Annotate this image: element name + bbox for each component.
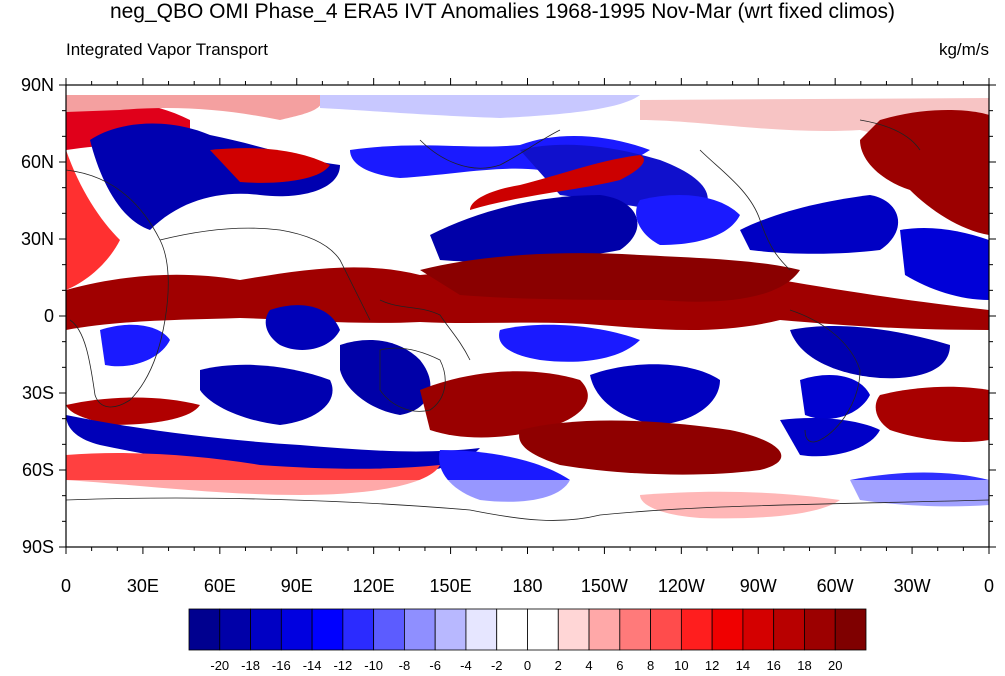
y-tick-label: 60S bbox=[22, 460, 54, 480]
colorbar-label: -8 bbox=[399, 658, 411, 673]
variable-subtitle: Integrated Vapor Transport bbox=[66, 40, 268, 59]
anomaly-region bbox=[320, 95, 640, 118]
anomaly-region bbox=[66, 415, 480, 479]
anomaly-region bbox=[519, 420, 782, 475]
x-tick-label: 120E bbox=[353, 576, 395, 596]
colorbar-label: 10 bbox=[674, 658, 688, 673]
colorbar-swatch bbox=[650, 608, 682, 651]
colorbar-label: 18 bbox=[797, 658, 811, 673]
colorbar-swatch bbox=[619, 608, 651, 651]
y-tick-label: 90N bbox=[21, 75, 54, 95]
colorbar-label: -4 bbox=[460, 658, 472, 673]
colorbar-swatch bbox=[804, 608, 836, 651]
colorbar-swatch bbox=[342, 608, 375, 651]
colorbar-swatch bbox=[311, 608, 344, 651]
anomaly-region bbox=[800, 375, 870, 419]
colorbar-label: -18 bbox=[241, 658, 260, 673]
colorbar-label: -2 bbox=[491, 658, 503, 673]
colorbar: -20 -18 -16 -14 -12 -10 -8 -6 -4 -2 0 2 4 6 8 10 12 14 16 1… bbox=[188, 608, 867, 673]
colorbar-label: -10 bbox=[364, 658, 383, 673]
x-tick-label: 150E bbox=[430, 576, 472, 596]
colorbar-swatch bbox=[404, 608, 436, 651]
anomaly-region bbox=[66, 150, 120, 290]
colorbar-swatch bbox=[557, 608, 590, 651]
anomaly-region bbox=[200, 364, 333, 425]
colorbar-label: 14 bbox=[736, 658, 750, 673]
colorbar-label: 12 bbox=[705, 658, 719, 673]
colorbar-swatch bbox=[373, 608, 405, 651]
colorbar-label: 8 bbox=[647, 658, 654, 673]
colorbar-swatch bbox=[250, 608, 282, 651]
colorbar-swatch bbox=[219, 608, 251, 651]
colorbar-label: 4 bbox=[585, 658, 592, 673]
x-tick-label: 30W bbox=[894, 576, 931, 596]
colorbar-swatch bbox=[680, 608, 713, 651]
anomaly-region bbox=[430, 195, 638, 262]
colorbar-label: 0 bbox=[524, 658, 531, 673]
colorbar-label: -12 bbox=[333, 658, 352, 673]
x-tick-label: 0 bbox=[61, 576, 71, 596]
anomaly-region bbox=[90, 123, 340, 230]
anomaly-region bbox=[265, 305, 340, 350]
anomaly-region bbox=[66, 480, 989, 547]
anomaly-region bbox=[636, 195, 740, 245]
x-tick-label: 60W bbox=[817, 576, 854, 596]
anomaly-region bbox=[590, 364, 720, 425]
colorbar-label: -20 bbox=[210, 658, 229, 673]
colorbar-label: 2 bbox=[555, 658, 562, 673]
colorbar-swatch bbox=[465, 608, 498, 651]
colorbar-swatch bbox=[496, 608, 528, 651]
x-tick-label: 30E bbox=[127, 576, 159, 596]
colorbar-swatch bbox=[742, 608, 775, 651]
anomaly-region bbox=[210, 148, 330, 183]
y-tick-label: 90S bbox=[22, 537, 54, 557]
colorbar-swatch bbox=[711, 608, 744, 651]
x-tick-label: 150W bbox=[581, 576, 628, 596]
anomaly-region bbox=[499, 324, 640, 362]
y-tick-label: 30N bbox=[21, 229, 54, 249]
y-tick-label: 60N bbox=[21, 152, 54, 172]
colorbar-label: 20 bbox=[828, 658, 842, 673]
colorbar-swatch bbox=[588, 608, 621, 651]
colorbar-swatch bbox=[280, 608, 313, 651]
anomaly-region bbox=[780, 418, 880, 457]
x-tick-label: 60E bbox=[204, 576, 236, 596]
colorbar-label: -16 bbox=[272, 658, 291, 673]
anomaly-region bbox=[875, 386, 989, 442]
colorbar-label: -6 bbox=[429, 658, 441, 673]
anomaly-region bbox=[420, 371, 588, 438]
units-subtitle: kg/m/s bbox=[938, 40, 989, 59]
colorbar-label: 6 bbox=[616, 658, 623, 673]
axis-ticks: 90N 60N 30N 0 30S 60S 90S 0 30E 60E 90E 120E 150E 180… bbox=[21, 75, 996, 596]
anomaly-region bbox=[860, 110, 989, 235]
anomaly-region bbox=[66, 95, 322, 120]
x-tick-label: 90E bbox=[281, 576, 313, 596]
anomaly-region bbox=[470, 155, 644, 210]
anomaly-region bbox=[900, 228, 989, 300]
anomaly-region bbox=[740, 195, 899, 254]
anomaly-region bbox=[100, 324, 170, 367]
y-tick-label: 30S bbox=[22, 383, 54, 403]
colorbar-swatch bbox=[434, 608, 467, 651]
chart-title: neg_QBO OMI Phase_4 ERA5 IVT Anomalies 1… bbox=[109, 0, 896, 23]
colorbar-label: 16 bbox=[766, 658, 780, 673]
anomaly-region bbox=[790, 325, 950, 379]
x-tick-label: 90W bbox=[740, 576, 777, 596]
coastlines bbox=[66, 119, 989, 521]
x-tick-label: 0 bbox=[984, 576, 994, 596]
anomaly-region bbox=[66, 397, 200, 425]
colorbar-label: -14 bbox=[303, 658, 322, 673]
y-tick-label: 0 bbox=[44, 306, 54, 326]
colorbar-swatch bbox=[773, 608, 805, 651]
x-tick-label: 180 bbox=[512, 576, 542, 596]
anomaly-field bbox=[66, 85, 989, 547]
anomaly-region bbox=[340, 340, 431, 415]
x-tick-label: 120W bbox=[658, 576, 705, 596]
colorbar-swatch bbox=[834, 608, 867, 651]
colorbar-swatch bbox=[188, 608, 221, 651]
anomaly-region bbox=[420, 253, 800, 302]
colorbar-swatch bbox=[527, 608, 559, 651]
